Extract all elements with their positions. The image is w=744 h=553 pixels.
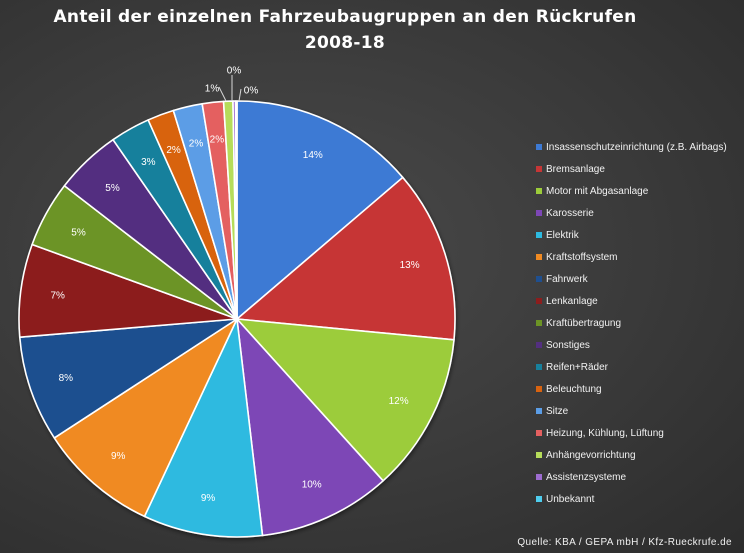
legend-swatch-3 bbox=[536, 188, 542, 194]
legend: Insassenschutzeinrichtung (z.B. Airbags)… bbox=[536, 136, 744, 510]
legend-item-13: Sitze bbox=[536, 400, 744, 422]
legend-label-8: Lenkanlage bbox=[546, 295, 598, 307]
legend-swatch-2 bbox=[536, 166, 542, 172]
legend-label-17: Unbekannt bbox=[546, 493, 595, 505]
legend-item-1: Insassenschutzeinrichtung (z.B. Airbags) bbox=[536, 136, 744, 158]
slice-data-label-12: 2% bbox=[166, 145, 181, 156]
slice-data-label-9: 5% bbox=[71, 227, 86, 238]
slice-data-label-15: 1% bbox=[205, 84, 220, 95]
pie-slice-1 bbox=[236, 100, 404, 320]
chart-title-line1: Anteil der einzelnen Fahrzeubaugruppen a… bbox=[53, 7, 637, 27]
legend-label-5: Elektrik bbox=[546, 229, 579, 241]
legend-swatch-7 bbox=[536, 276, 542, 282]
pie-slice-3 bbox=[236, 318, 455, 482]
legend-label-7: Fahrwerk bbox=[546, 273, 588, 285]
legend-label-13: Sitze bbox=[546, 405, 569, 417]
legend-item-2: Bremsanlage bbox=[536, 158, 744, 180]
legend-swatch-14 bbox=[536, 430, 542, 436]
slice-data-label-14: 2% bbox=[210, 135, 225, 146]
legend-item-15: Anhängevorrichtung bbox=[536, 444, 744, 466]
pie-slice-17 bbox=[234, 100, 238, 320]
legend-item-7: Fahrwerk bbox=[536, 268, 744, 290]
legend-swatch-12 bbox=[536, 386, 542, 392]
legend-label-10: Sonstiges bbox=[546, 339, 590, 351]
leader-line-unbekannt bbox=[238, 88, 242, 102]
pie-slice-7 bbox=[18, 318, 238, 439]
legend-item-4: Karosserie bbox=[536, 202, 744, 224]
legend-item-6: Kraftstoffsystem bbox=[536, 246, 744, 268]
legend-swatch-17 bbox=[536, 496, 542, 502]
legend-label-12: Beleuchtung bbox=[546, 383, 602, 395]
legend-label-6: Kraftstoffsystem bbox=[546, 251, 618, 263]
legend-swatch-5 bbox=[536, 232, 542, 238]
legend-item-5: Elektrik bbox=[536, 224, 744, 246]
legend-swatch-4 bbox=[536, 210, 542, 216]
pie-slice-5 bbox=[143, 318, 264, 538]
slice-data-label-17: 0% bbox=[244, 86, 259, 97]
legend-label-15: Anhängevorrichtung bbox=[546, 449, 636, 461]
slice-data-label-2: 13% bbox=[400, 260, 420, 271]
source-note: Quelle: KBA / GEPA mbH / Kfz-Rueckrufe.d… bbox=[517, 537, 732, 548]
legend-swatch-6 bbox=[536, 254, 542, 260]
chart-title: Anteil der einzelnen Fahrzeubaugruppen a… bbox=[0, 4, 690, 56]
pie-slice-2 bbox=[236, 176, 456, 341]
slice-data-label-5: 9% bbox=[201, 493, 216, 504]
legend-label-9: Kraftübertragung bbox=[546, 317, 622, 329]
legend-item-14: Heizung, Kühlung, Lüftung bbox=[536, 422, 744, 444]
legend-item-8: Lenkanlage bbox=[536, 290, 744, 312]
legend-label-2: Bremsanlage bbox=[546, 163, 605, 175]
slice-data-label-7: 8% bbox=[59, 373, 74, 384]
slice-data-label-1: 14% bbox=[303, 150, 323, 161]
legend-item-10: Sonstiges bbox=[536, 334, 744, 356]
legend-item-17: Unbekannt bbox=[536, 488, 744, 510]
pie-slice-6 bbox=[53, 318, 238, 518]
chart-title-line2: 2008-18 bbox=[304, 33, 386, 53]
legend-item-12: Beleuchtung bbox=[536, 378, 744, 400]
legend-label-16: Assistenzsysteme bbox=[546, 471, 627, 483]
slice-data-label-6: 9% bbox=[111, 451, 126, 462]
legend-swatch-11 bbox=[536, 364, 542, 370]
legend-item-3: Motor mit Abgasanlage bbox=[536, 180, 744, 202]
legend-item-9: Kraftübertragung bbox=[536, 312, 744, 334]
slice-data-label-16: 0% bbox=[227, 66, 242, 77]
legend-label-1: Insassenschutzeinrichtung (z.B. Airbags) bbox=[546, 141, 727, 153]
legend-label-3: Motor mit Abgasanlage bbox=[546, 185, 649, 197]
legend-swatch-1 bbox=[536, 144, 542, 150]
legend-swatch-9 bbox=[536, 320, 542, 326]
legend-label-11: Reifen+Räder bbox=[546, 361, 608, 373]
slice-data-label-4: 10% bbox=[302, 479, 322, 490]
legend-item-16: Assistenzsysteme bbox=[536, 466, 744, 488]
slice-data-label-8: 7% bbox=[50, 291, 65, 302]
leader-line-anhaenger bbox=[218, 86, 227, 102]
legend-swatch-15 bbox=[536, 452, 542, 458]
legend-label-14: Heizung, Kühlung, Lüftung bbox=[546, 427, 664, 439]
legend-label-4: Karosserie bbox=[546, 207, 594, 219]
pie-slice-4 bbox=[236, 318, 384, 537]
legend-item-11: Reifen+Räder bbox=[536, 356, 744, 378]
legend-swatch-10 bbox=[536, 342, 542, 348]
slice-data-label-11: 3% bbox=[141, 157, 156, 168]
slice-data-label-10: 5% bbox=[105, 183, 120, 194]
slice-data-label-13: 2% bbox=[189, 138, 204, 149]
legend-swatch-16 bbox=[536, 474, 542, 480]
slice-data-label-3: 12% bbox=[389, 396, 409, 407]
legend-swatch-13 bbox=[536, 408, 542, 414]
legend-swatch-8 bbox=[536, 298, 542, 304]
